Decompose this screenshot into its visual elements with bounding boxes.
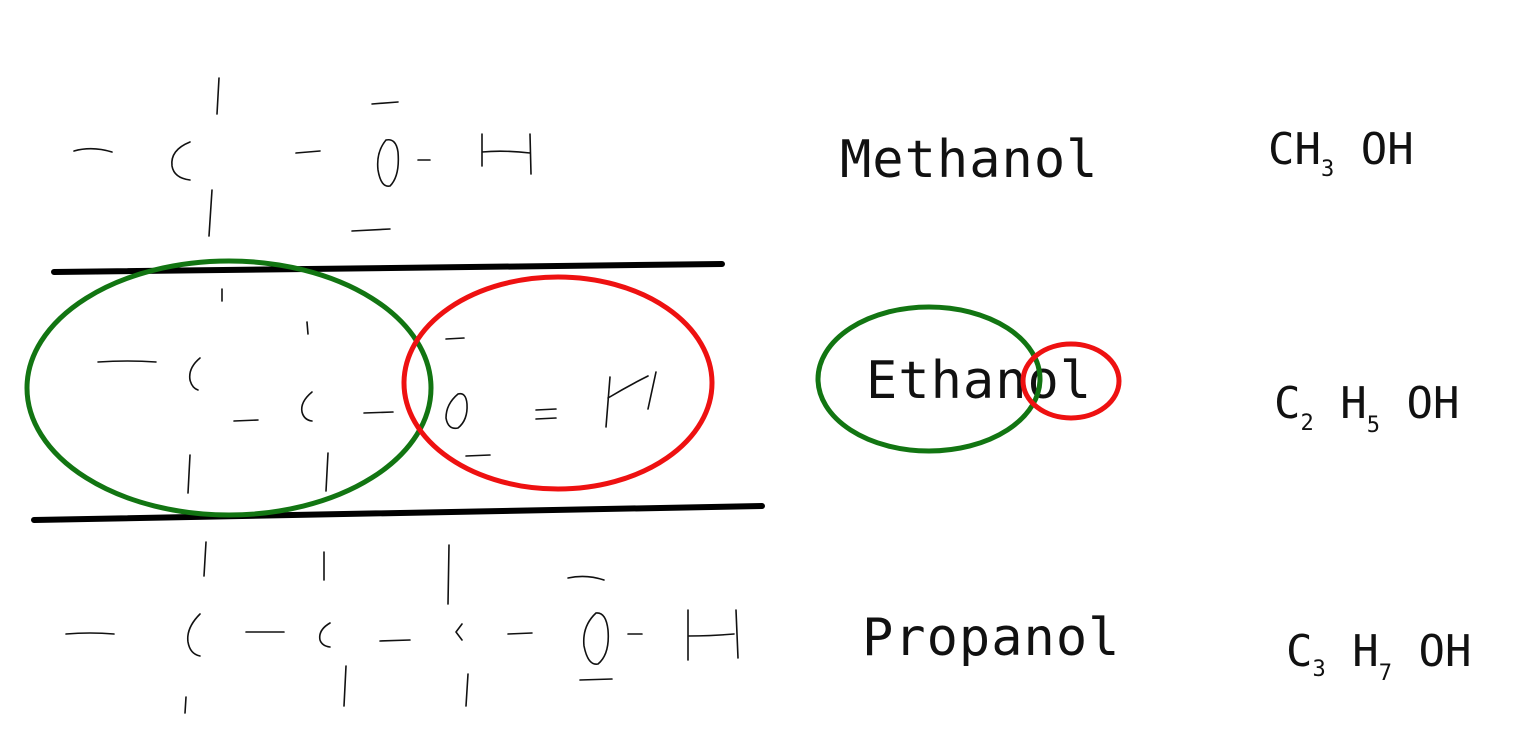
propanol-carbon2-c <box>318 622 331 648</box>
methanol-left-bond <box>73 147 113 153</box>
names-column: Methanol Ethanol Propanol <box>815 130 1122 668</box>
formulas-column: CH3 OH C2 H5 OH C3 H7 OH <box>1268 124 1471 686</box>
propanol-oxygen-lone-pair-bottom <box>579 678 613 681</box>
ethanol-oxygen <box>445 392 468 430</box>
methanol-hydrogen <box>481 133 532 175</box>
propanol-left-bond <box>65 632 115 635</box>
propanol-carbon3-c <box>455 623 463 641</box>
structure-highlights <box>24 258 715 518</box>
formula-propanol-oh: OH <box>1392 626 1471 677</box>
ethanol-c-c-bond <box>233 419 259 422</box>
ethanol-c-o-bond <box>363 411 394 414</box>
ethanol-hydrogen <box>605 371 657 428</box>
ethanol-ol-red-circle <box>1020 341 1122 421</box>
methanol-carbon-c <box>171 141 191 181</box>
propanol-carbon3-top-bond <box>447 544 450 605</box>
formula-propanol: C3 H7 OH <box>1286 626 1471 686</box>
ethyl-group-green-circle <box>24 258 434 518</box>
methanol-oxygen-lone-pair-top <box>371 101 399 105</box>
formula-propanol-sub7: 7 <box>1379 661 1392 686</box>
formula-methanol-oh: OH <box>1334 124 1413 175</box>
formula-ethanol-oh: OH <box>1380 378 1459 429</box>
ethanol-carbon1-c <box>188 357 201 391</box>
ethanol-carbon1-bottom-bond <box>187 454 191 494</box>
name-ethanol: Ethanol <box>866 351 1092 411</box>
propanol-oxygen-lone-pair-top <box>567 575 605 581</box>
separator-lines <box>31 261 765 523</box>
ethanol-carbon2-bottom-bond <box>325 452 329 492</box>
propanol-carbon1-c <box>186 613 201 657</box>
formula-ethanol-h: H <box>1314 378 1367 429</box>
propanol-carbon1-top-bond <box>203 541 207 577</box>
separator-top <box>51 261 725 275</box>
formula-propanol-sub3: 3 <box>1313 657 1326 682</box>
formula-methanol-ch: CH <box>1268 124 1321 175</box>
ethanol-left-bond <box>97 360 157 363</box>
propanol-carbon3-bottom-bond <box>465 673 469 707</box>
formula-ethanol-c: C <box>1274 378 1301 429</box>
propanol-hydrogen <box>687 609 739 661</box>
formula-ethanol-sub5: 5 <box>1367 413 1380 438</box>
ethanol-carbon2-top-bond <box>306 321 309 335</box>
ethanol-structure <box>97 288 657 494</box>
ethanol-eth-green-circle <box>815 304 1043 454</box>
methanol-c-o-bond <box>295 150 321 154</box>
hydroxyl-group-red-circle <box>401 274 715 492</box>
ethanol-oxygen-lone-pair-top <box>445 337 465 340</box>
separator-bottom <box>31 503 765 523</box>
methanol-oxygen-lone-pair-bottom <box>351 228 391 232</box>
name-methanol: Methanol <box>840 130 1098 190</box>
formula-methanol: CH3 OH <box>1268 124 1414 182</box>
ethanol-o-h-bond <box>535 408 557 420</box>
methanol-bottom-bond <box>208 189 213 237</box>
propanol-oxygen <box>582 612 610 665</box>
methanol-structure <box>73 77 532 237</box>
formula-propanol-h: H <box>1326 626 1379 677</box>
propanol-structure <box>65 541 739 714</box>
name-propanol: Propanol <box>862 608 1120 668</box>
formula-propanol-c: C <box>1286 626 1313 677</box>
formula-ethanol-sub2: 2 <box>1301 411 1314 436</box>
formula-ethanol: C2 H5 OH <box>1274 378 1459 438</box>
methanol-oxygen <box>376 138 400 187</box>
ethanol-carbon2-c <box>300 391 313 422</box>
formula-methanol-sub3: 3 <box>1321 157 1334 182</box>
propanol-carbon1-bottom-bond <box>184 696 187 714</box>
propanol-c2-c3-bond <box>379 639 411 642</box>
methanol-top-bond <box>216 77 220 115</box>
propanol-c-o-bond <box>507 632 533 635</box>
propanol-carbon2-bottom-bond <box>343 665 347 707</box>
ethanol-oxygen-lone-pair-bottom <box>465 454 491 457</box>
